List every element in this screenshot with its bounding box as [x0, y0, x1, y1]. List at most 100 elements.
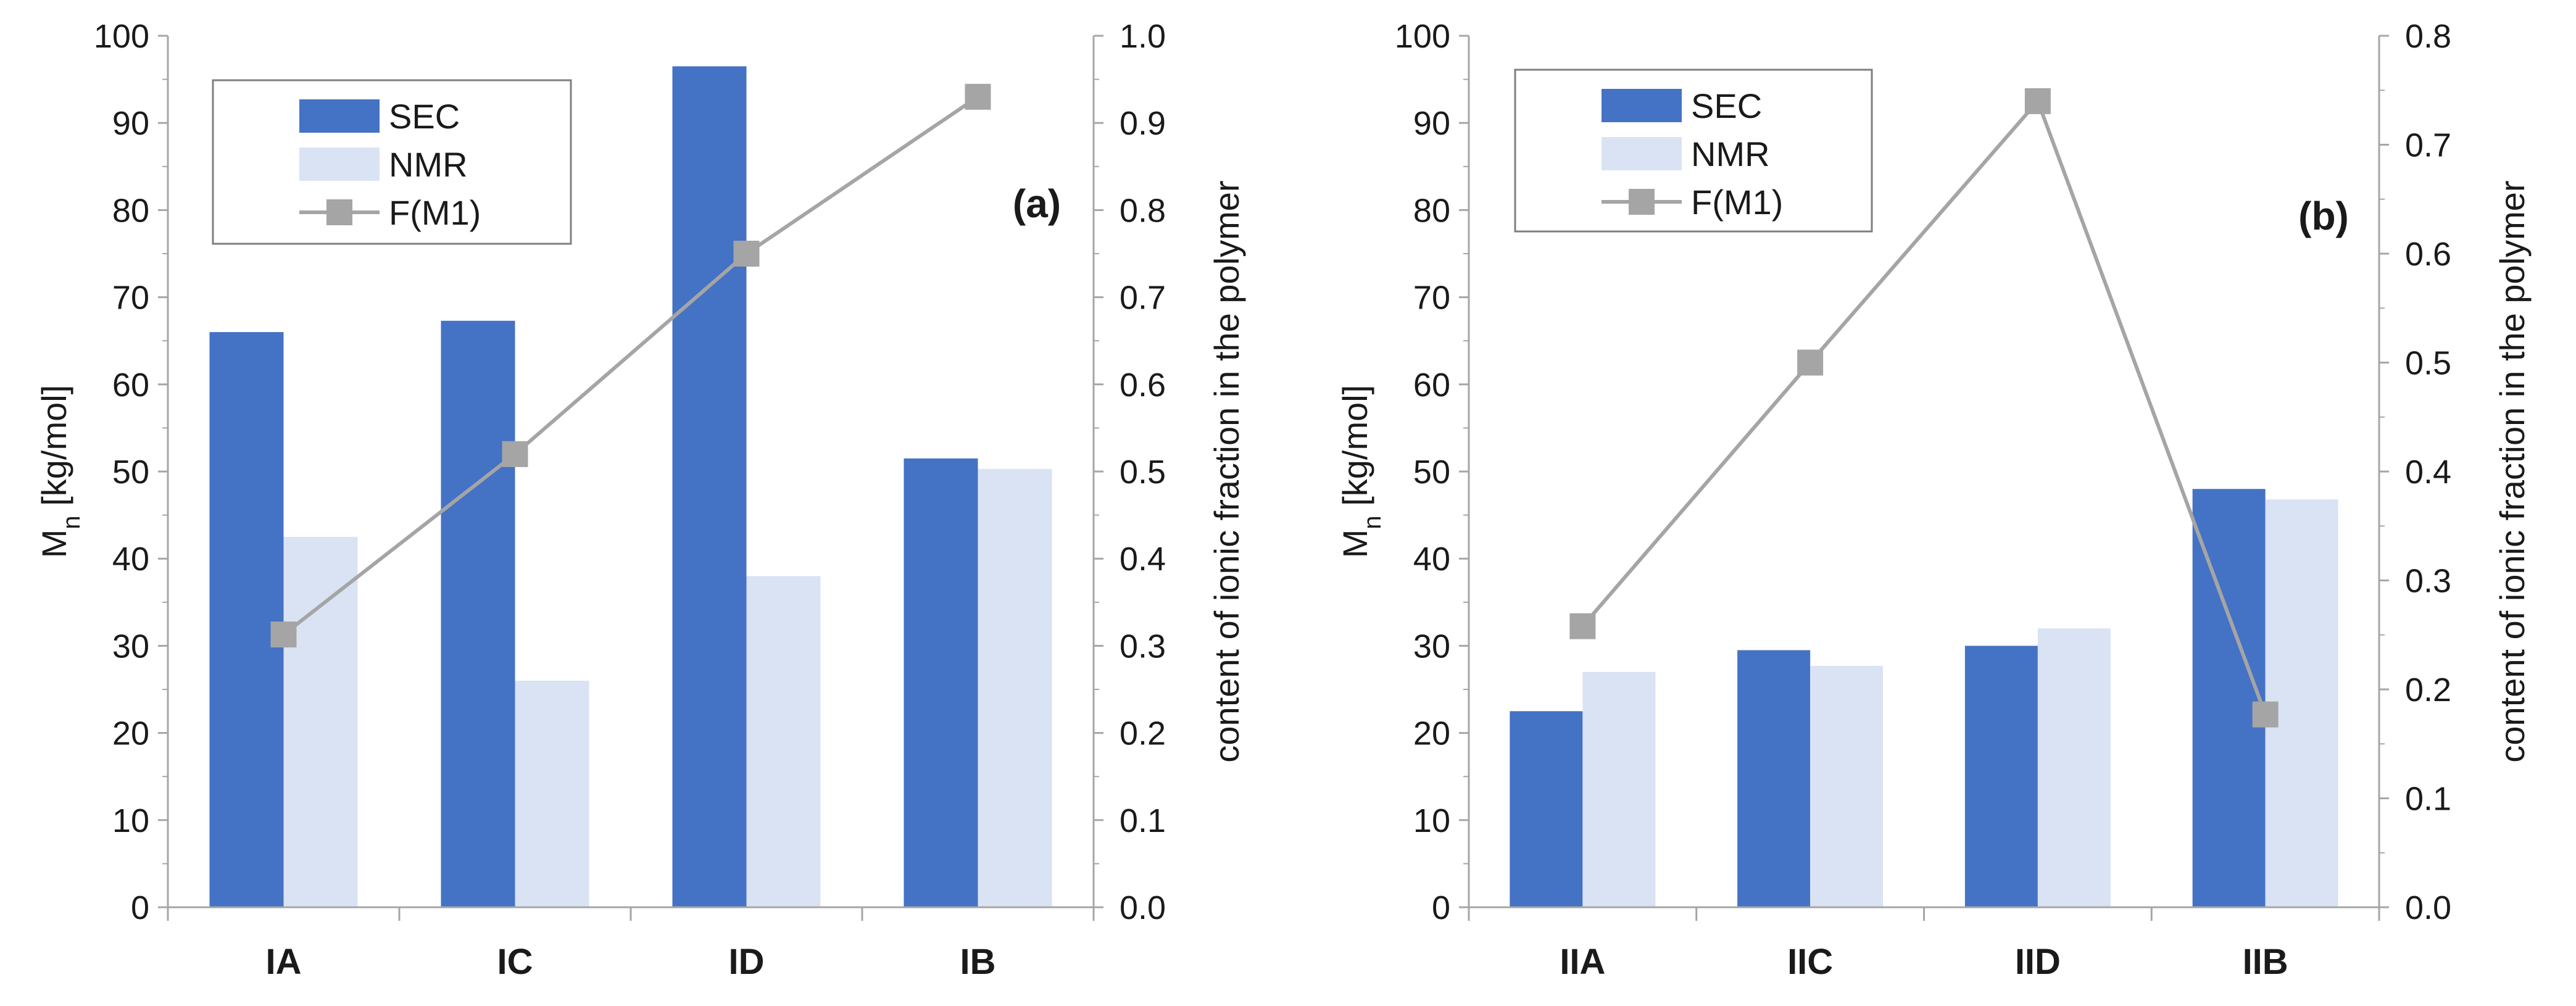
y-tick-label: 10: [1413, 802, 1450, 839]
y-tick-label: 60: [112, 367, 149, 404]
y2-tick-label: 0.0: [2405, 889, 2451, 926]
y-axis-label-main: M: [35, 530, 73, 559]
y-tick-label: 20: [1413, 715, 1450, 752]
y2-tick-label: 0.0: [1120, 889, 1166, 926]
y-tick-label: 40: [112, 541, 149, 578]
legend-label: NMR: [389, 145, 468, 184]
legend-label: SEC: [1691, 86, 1762, 125]
bar-sec-iic: [1737, 650, 1811, 907]
y2-tick-label: 0.2: [1120, 715, 1166, 752]
panel-label: (b): [2298, 194, 2349, 238]
y-axis-label-unit: [kg/mol]: [35, 385, 73, 516]
y-tick-label: 40: [1413, 541, 1450, 578]
y-tick-label: 30: [1413, 628, 1450, 665]
bar-nmr-iic: [1810, 665, 1884, 907]
y-tick-label: 0: [1432, 889, 1450, 926]
bar-nmr-iia: [1582, 671, 1656, 907]
x-tick-label: IB: [960, 942, 996, 982]
legend: SEC NMR F(M1): [212, 79, 572, 245]
bar-sec-ia: [209, 332, 284, 907]
y-tick-label: 10: [112, 802, 149, 839]
bar-sec-ic: [441, 320, 515, 907]
legend-swatch-nmr: [299, 148, 380, 181]
y2-tick-label: 0.3: [1120, 628, 1166, 665]
x-tick-label: IIB: [2243, 942, 2288, 982]
bar-sec-iia: [1510, 711, 1583, 907]
y-axis-label: Mn [kg/mol]: [1336, 385, 1386, 559]
legend-label: SEC: [389, 97, 460, 136]
y2-tick-label: 0.4: [1120, 541, 1166, 578]
y-tick-label: 70: [112, 280, 149, 317]
legend-label: F(M1): [389, 193, 481, 232]
legend: SEC NMR F(M1): [1514, 69, 1873, 233]
y-tick-label: 90: [1413, 105, 1450, 142]
y-tick-label: 60: [1413, 367, 1450, 404]
legend-swatch-marker: [326, 199, 352, 225]
legend-swatch-marker: [1629, 189, 1655, 215]
legend-label: NMR: [1691, 135, 1770, 173]
y-tick-label: 0: [131, 889, 149, 926]
panel-label: (a): [1013, 181, 1061, 226]
y2-tick-label: 0.7: [1120, 280, 1166, 317]
y2-tick-label: 1.0: [1120, 18, 1166, 55]
y-axis-label-sub: n: [58, 515, 85, 529]
legend-box: [1514, 69, 1873, 233]
y-tick-label: 20: [112, 715, 149, 752]
bar-nmr-iid: [2037, 628, 2111, 907]
marker-fm1-ib: [965, 83, 991, 110]
line-series-fm1: [1581, 98, 2267, 715]
marker-fm1-id: [733, 241, 760, 267]
bar-nmr-ib: [978, 468, 1052, 907]
legend-swatch-nmr: [1602, 137, 1682, 170]
legend-label: F(M1): [1691, 183, 1783, 222]
y-axis-label-sub: n: [1359, 515, 1386, 529]
marker-fm1-iid: [2024, 88, 2051, 114]
marker-fm1-iic: [1797, 349, 1824, 376]
x-tick-label: IC: [497, 942, 533, 982]
x-tick-label: IIA: [1560, 942, 1605, 982]
bar-nmr-id: [746, 576, 821, 907]
legend-swatch-sec: [299, 99, 380, 133]
marker-fm1-ia: [270, 621, 297, 648]
legend-swatch-sec: [1602, 89, 1682, 122]
y2-tick-label: 0.9: [1120, 105, 1166, 142]
x-tick-label: IIC: [1787, 942, 1833, 982]
y-tick-label: 30: [112, 628, 149, 665]
x-tick-label: IID: [2015, 942, 2061, 982]
marker-fm1-ic: [502, 441, 528, 467]
y2-tick-label: 0.3: [2405, 563, 2451, 600]
y-tick-label: 100: [94, 18, 149, 55]
y2-axis-label: content of ionic fraction in the polymer: [2493, 180, 2532, 762]
y-tick-label: 90: [112, 105, 149, 142]
bar-nmr-ia: [283, 536, 358, 907]
y-tick-label: 50: [112, 454, 149, 491]
chart-panel-b: 0 10 20 30 40 50 60 70 80 90 100 0.0 0.1 0.2 0.3 0.4 0.5…: [1336, 18, 2532, 982]
bar-nmr-ic: [515, 680, 589, 907]
y-tick-label: 70: [1413, 280, 1450, 317]
x-tick-label: IA: [266, 942, 302, 982]
y-tick-label: 80: [112, 192, 149, 229]
line-series-fm1: [282, 95, 979, 636]
marker-fm1-iib: [2252, 701, 2279, 728]
y2-tick-label: 0.6: [2405, 236, 2451, 273]
y-tick-label: 80: [1413, 192, 1450, 229]
y2-tick-label: 0.8: [2405, 18, 2451, 55]
chart-panel-a: 0 10 20 30 40 50 60 70 80 90 100 0.0 0.1 0.2 0.3 0.4 0.5…: [35, 18, 1246, 982]
y2-tick-label: 0.7: [2405, 127, 2451, 164]
y2-axis-label: content of ionic fraction in the polymer: [1207, 180, 1246, 762]
y2-tick-label: 0.1: [1120, 802, 1166, 839]
y-tick-label: 100: [1395, 18, 1450, 55]
bar-sec-iib: [2192, 489, 2266, 907]
y2-tick-label: 0.4: [2405, 454, 2451, 491]
x-tick-label: ID: [729, 942, 765, 982]
y2-tick-label: 0.6: [1120, 367, 1166, 404]
bar-sec-id: [672, 66, 747, 907]
y2-tick-label: 0.8: [1120, 192, 1166, 229]
y-axis-label-unit: [kg/mol]: [1336, 385, 1374, 516]
marker-fm1-iia: [1569, 613, 1596, 639]
y2-tick-label: 0.5: [2405, 345, 2451, 382]
bar-sec-ib: [904, 458, 978, 907]
y2-tick-label: 0.5: [1120, 454, 1166, 491]
y-axis-label-main: M: [1336, 530, 1374, 559]
